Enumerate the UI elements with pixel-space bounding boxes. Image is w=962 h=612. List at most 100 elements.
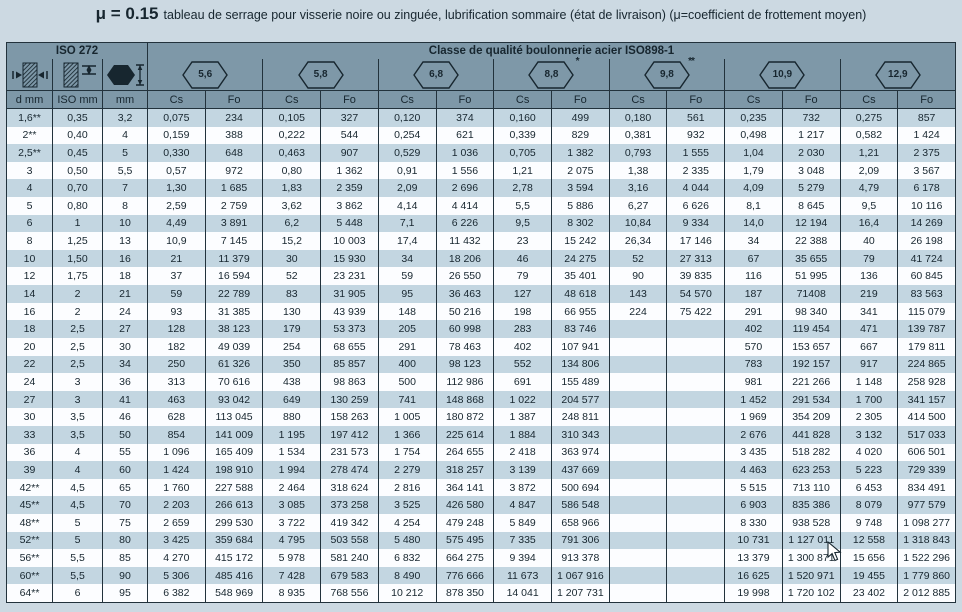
cell: 15,2 bbox=[262, 232, 320, 250]
cell: 38 123 bbox=[204, 320, 263, 338]
cell: 115 079 bbox=[897, 302, 955, 321]
cell: 2 203 bbox=[147, 496, 205, 515]
cell: 0,91 bbox=[377, 161, 436, 180]
cell: 21 bbox=[147, 249, 205, 268]
cell: 198 910 bbox=[204, 461, 263, 479]
cell: 192 157 bbox=[781, 355, 840, 374]
cell: 0,582 bbox=[839, 126, 898, 145]
cell: 31 385 bbox=[204, 302, 263, 321]
cell: 41 bbox=[102, 390, 147, 409]
cell: 291 bbox=[377, 337, 436, 356]
cell: 313 bbox=[147, 373, 205, 391]
cell: 14 269 bbox=[897, 214, 955, 233]
cell: 4 020 bbox=[839, 443, 898, 462]
cell: 1,21 bbox=[493, 161, 551, 180]
cell: 500 694 bbox=[551, 478, 609, 497]
cell: 148 bbox=[377, 302, 436, 321]
cell: 768 556 bbox=[320, 584, 378, 603]
cell: 291 534 bbox=[781, 390, 840, 409]
cell: 741 bbox=[377, 390, 436, 409]
cell: 71408 bbox=[781, 285, 840, 303]
cell: 561 bbox=[666, 109, 724, 127]
cell: 517 033 bbox=[897, 425, 955, 444]
cell: 932 bbox=[666, 126, 724, 145]
cell: 658 966 bbox=[551, 514, 609, 532]
cell: 21 bbox=[102, 285, 147, 303]
cell: 0,120 bbox=[377, 109, 436, 127]
cell bbox=[608, 355, 667, 374]
cell: 1,83 bbox=[262, 179, 320, 198]
cell: 67 bbox=[724, 249, 782, 268]
cell: 575 495 bbox=[435, 531, 494, 550]
cell: 75 bbox=[102, 514, 147, 532]
cell-d-mm: 22 bbox=[23, 358, 36, 371]
cell: 48 618 bbox=[551, 285, 609, 303]
column-header-fo: Fo bbox=[781, 91, 840, 108]
cell: 1 424 bbox=[147, 461, 205, 479]
table-header-icons: 5,6 5,8 6,8 8,8 * bbox=[7, 56, 955, 90]
cell: 5 849 bbox=[493, 514, 551, 532]
cell: 9 334 bbox=[666, 214, 724, 233]
cell: 2 279 bbox=[377, 461, 436, 479]
cell: 1 067 916 bbox=[551, 566, 609, 585]
cell bbox=[608, 514, 667, 532]
class-badge-5-6: 5,6 bbox=[147, 59, 262, 90]
cell: 46 bbox=[493, 249, 551, 268]
class-badge-8-8: 8,8 * bbox=[493, 56, 608, 90]
cell: 7 335 bbox=[493, 531, 551, 550]
cell: 98 123 bbox=[435, 355, 494, 374]
cell: 1 217 bbox=[781, 126, 840, 145]
cell: 8 079 bbox=[839, 496, 898, 515]
class-badge-6-8: 6,8 bbox=[377, 59, 493, 90]
cell: 0,381 bbox=[608, 126, 667, 145]
cell: 10 bbox=[102, 214, 147, 233]
cell: 1 720 102 bbox=[781, 584, 840, 603]
cell: 3 048 bbox=[781, 161, 840, 180]
cell: 2 012 885 bbox=[897, 584, 955, 603]
cell: 4 bbox=[102, 126, 147, 145]
table-row: 27 3 41 463 93 042 649 130 259 741 148 868 1 022 2… bbox=[7, 390, 955, 409]
cell: 354 209 bbox=[781, 408, 840, 426]
cell: 291 bbox=[724, 302, 782, 321]
cell: 1 148 bbox=[839, 373, 898, 391]
table-row: 2,5** 0,45 5 0,330 648 0,463 907 0,529 1 036 0,70… bbox=[7, 144, 955, 162]
cell: 8 490 bbox=[377, 566, 436, 585]
cell: 17 146 bbox=[666, 232, 724, 250]
table-row: 60** 5,5 90 5 306 485 416 7 428 679 583 8 490 77… bbox=[7, 566, 955, 585]
cell: 34 bbox=[102, 355, 147, 374]
cell bbox=[666, 461, 724, 479]
cell: 204 577 bbox=[551, 390, 609, 409]
cell: 27 bbox=[102, 320, 147, 338]
cell: 2 464 bbox=[262, 478, 320, 497]
cell-d-mm: 12 bbox=[23, 270, 36, 283]
cell-d-mm: 48** bbox=[19, 516, 40, 529]
cell: 1 207 731 bbox=[551, 584, 609, 603]
cell: 248 811 bbox=[551, 408, 609, 426]
column-header-cs: Cs bbox=[493, 91, 551, 108]
cell-d-mm: 18 bbox=[23, 323, 36, 336]
cell-d-mm: 8 bbox=[26, 235, 33, 248]
cell: 3,5 bbox=[52, 408, 102, 426]
cell: 24 bbox=[102, 302, 147, 321]
cell: 6 453 bbox=[839, 478, 898, 497]
table-row: 30 3,5 46 628 113 045 880 158 263 1 005 180 872 1… bbox=[7, 408, 955, 426]
cell: 0,105 bbox=[262, 109, 320, 127]
cell: 90 bbox=[608, 267, 667, 286]
cell: 9,5 bbox=[839, 197, 898, 215]
cell: 35 401 bbox=[551, 267, 609, 286]
cell: 3 bbox=[52, 390, 102, 409]
table-row: 6 1 10 4,49 3 891 6,2 5 448 7,1 6 226 9,5 8 302 10,… bbox=[7, 214, 955, 233]
table-row: 48** 5 75 2 659 299 530 3 722 419 342 4 254 479 … bbox=[7, 514, 955, 532]
cell: 878 350 bbox=[435, 584, 494, 603]
cell: 4 414 bbox=[435, 197, 494, 215]
cell: 500 bbox=[377, 373, 436, 391]
cell: 1 036 bbox=[435, 144, 494, 162]
cell-d-mm: 1,6** bbox=[18, 111, 41, 124]
cell: 22 388 bbox=[781, 232, 840, 250]
cell-d-mm: 4 bbox=[26, 182, 33, 195]
iso-272-header: ISO 272 bbox=[55, 45, 99, 57]
column-header-cs: Cs bbox=[147, 91, 205, 108]
cell: 621 bbox=[435, 126, 494, 145]
cell: 6,2 bbox=[262, 214, 320, 233]
cell: 165 409 bbox=[204, 443, 263, 462]
